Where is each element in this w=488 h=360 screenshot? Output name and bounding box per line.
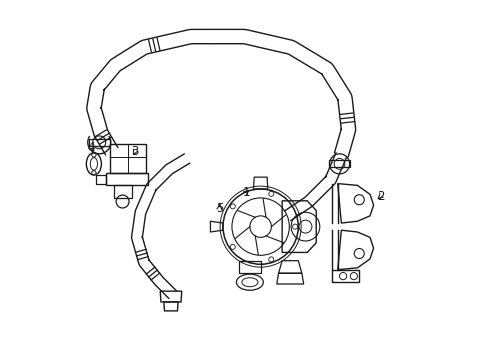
Text: 1: 1 xyxy=(242,186,249,199)
Text: 3: 3 xyxy=(131,145,139,158)
Text: 5: 5 xyxy=(215,202,223,215)
Text: 4: 4 xyxy=(87,141,95,154)
Text: 2: 2 xyxy=(376,190,384,203)
